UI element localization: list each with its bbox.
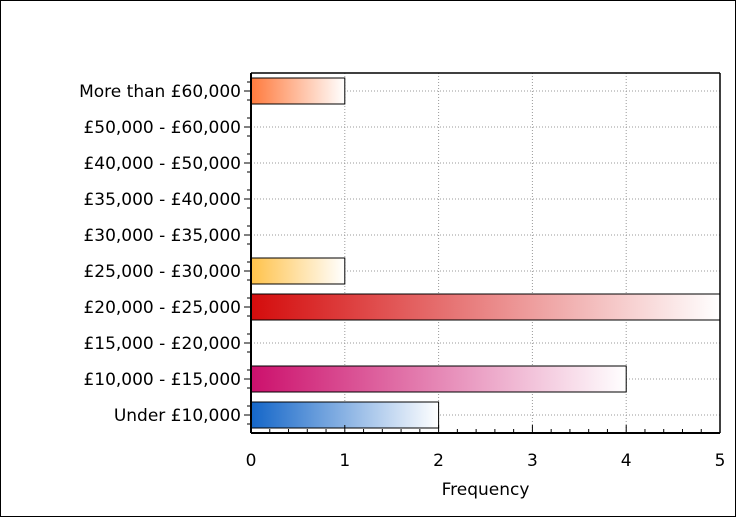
bar-8 [250, 365, 627, 393]
x-tick-label: 1 [339, 451, 350, 471]
bar-5 [250, 257, 346, 285]
category-label: Under £10,000 [114, 406, 241, 426]
axis-layer [244, 72, 721, 434]
category-label: £20,000 - £25,000 [83, 298, 241, 318]
category-label: £35,000 - £40,000 [83, 190, 241, 210]
bar-layer [250, 77, 721, 429]
bar-6 [250, 293, 721, 321]
category-label: £30,000 - £35,000 [83, 226, 241, 246]
category-label: More than £60,000 [79, 82, 241, 102]
category-label: £50,000 - £60,000 [83, 118, 241, 138]
x-tick-label: 4 [621, 451, 632, 471]
bar-9 [250, 401, 440, 429]
x-tick-label: 0 [246, 451, 257, 471]
x-tick-label: 2 [433, 451, 444, 471]
x-tick-label: 5 [715, 451, 726, 471]
category-label: £10,000 - £15,000 [83, 370, 241, 390]
bar-0 [250, 77, 346, 105]
x-axis-title: Frequency [442, 480, 530, 500]
category-label: £15,000 - £20,000 [83, 334, 241, 354]
label-layer: More than £60,000 £50,000 - £60,000 £40,00… [79, 82, 725, 500]
x-tick-label: 3 [527, 451, 538, 471]
category-label: £25,000 - £30,000 [83, 262, 241, 282]
category-label: £40,000 - £50,000 [83, 154, 241, 174]
